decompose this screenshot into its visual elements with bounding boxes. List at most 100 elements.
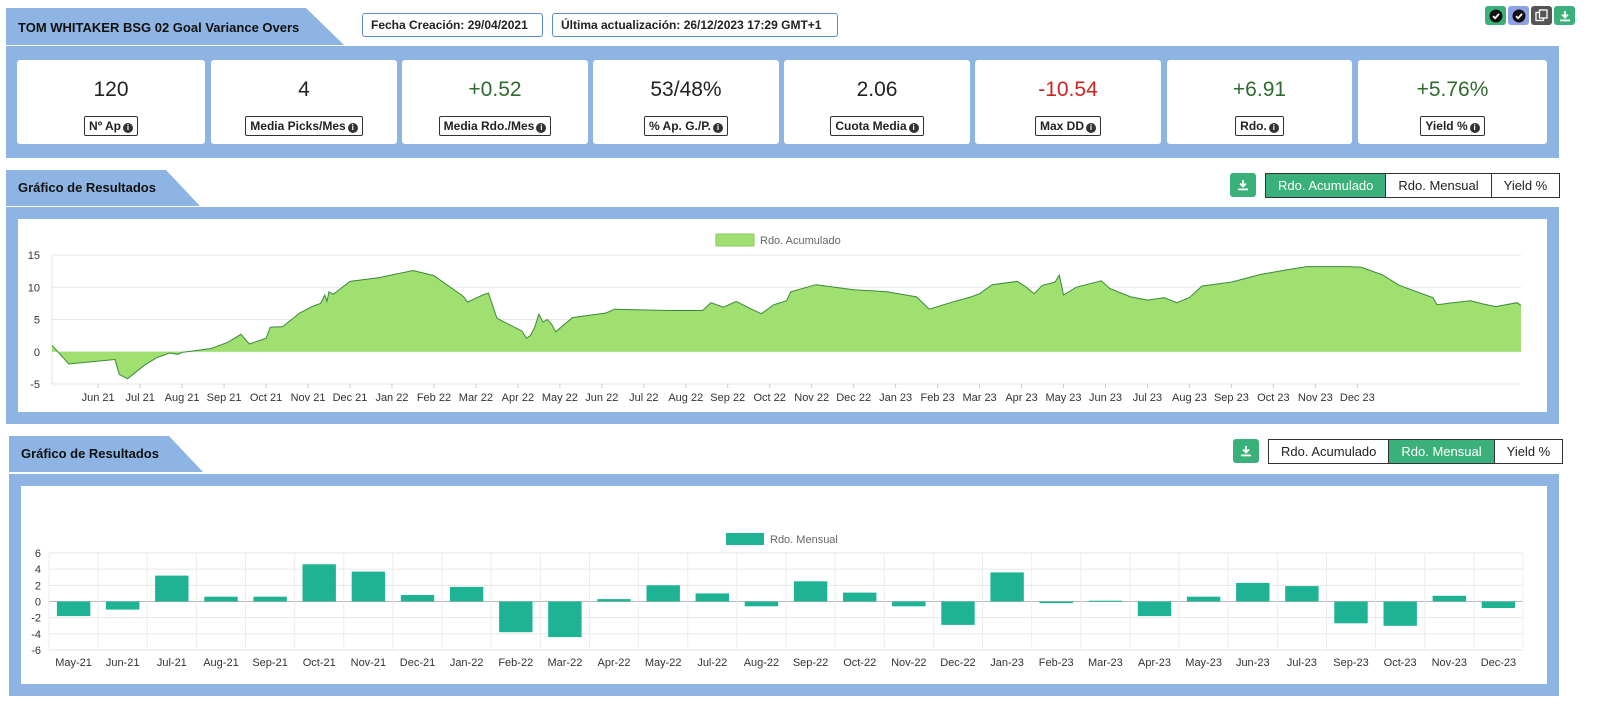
stats-panel: 120 Nº Ap i 4 Media Picks/Mes i +0.52 Media Rdo… bbox=[6, 46, 1559, 158]
stat-card: 120 Nº Ap i bbox=[17, 60, 205, 144]
tab-yield-2[interactable]: Yield % bbox=[1494, 440, 1563, 463]
bar bbox=[449, 586, 484, 602]
stat-label: Cuota Media i bbox=[830, 116, 924, 136]
bar bbox=[253, 596, 287, 602]
legend-label: Rdo. Mensual bbox=[770, 534, 838, 546]
section-title-monthly: Gráfico de Resultados bbox=[9, 436, 203, 472]
x-tick-label: Dec 21 bbox=[333, 392, 368, 404]
bar bbox=[695, 593, 729, 602]
stat-card: +0.52 Media Rdo./Mes i bbox=[402, 60, 588, 144]
tab-rdo-acumulado-2[interactable]: Rdo. Acumulado bbox=[1269, 440, 1390, 463]
bar bbox=[400, 595, 435, 602]
y-tick-label: 5 bbox=[34, 315, 40, 327]
bar bbox=[1236, 582, 1270, 602]
stat-card: +6.91 Rdo. i bbox=[1167, 60, 1352, 144]
bar bbox=[990, 572, 1024, 602]
info-icon[interactable]: i bbox=[908, 123, 919, 133]
x-tick-label: Jul 22 bbox=[629, 392, 658, 404]
section-title-cumulative: Gráfico de Resultados bbox=[6, 170, 200, 206]
y-tick-label: -5 bbox=[30, 379, 40, 391]
bar bbox=[793, 581, 828, 602]
x-tick-label: Sep-23 bbox=[1333, 657, 1368, 669]
x-tick-label: May-23 bbox=[1185, 657, 1222, 669]
info-icon[interactable]: i bbox=[347, 123, 358, 133]
x-tick-label: Feb-23 bbox=[1039, 657, 1074, 669]
bar bbox=[1137, 601, 1172, 617]
info-icon[interactable]: i bbox=[1086, 123, 1096, 133]
stat-value: 4 bbox=[298, 78, 310, 101]
bar bbox=[1334, 601, 1368, 624]
creation-date: Fecha Creación: 29/04/2021 bbox=[362, 13, 543, 37]
x-tick-label: Aug 22 bbox=[668, 392, 703, 404]
x-tick-label: Nov-23 bbox=[1432, 657, 1467, 669]
x-tick-label: Apr-23 bbox=[1138, 657, 1171, 669]
x-tick-label: Aug-22 bbox=[744, 657, 779, 669]
x-tick-label: Nov-21 bbox=[351, 657, 386, 669]
stat-card: +5.76% Yield % i bbox=[1358, 60, 1547, 144]
download-icon[interactable] bbox=[1554, 6, 1575, 25]
chart-mode-tabs-2: Rdo. Acumulado Rdo. Mensual Yield % bbox=[1268, 439, 1564, 464]
monthly-chart-panel: Rdo. Mensual -6 -4 -2 0 2 4 6 May-21 Jun-21 Jul-21… bbox=[9, 474, 1559, 696]
info-icon[interactable]: i bbox=[1268, 123, 1279, 133]
x-tick-label: Nov 23 bbox=[1298, 392, 1333, 404]
x-tick-label: Aug 23 bbox=[1172, 392, 1207, 404]
info-icon[interactable]: i bbox=[536, 123, 547, 133]
x-tick-label: Jun-23 bbox=[1236, 657, 1270, 669]
stat-card: -10.54 Max DD i bbox=[975, 60, 1161, 144]
stat-label-text: Max DD bbox=[1039, 119, 1084, 133]
y-tick-label: 0 bbox=[35, 597, 41, 609]
y-tick-label: 4 bbox=[35, 564, 41, 576]
x-tick-label: Nov-22 bbox=[891, 657, 926, 669]
x-tick-label: Feb 22 bbox=[417, 392, 451, 404]
x-tick-label: Jun 21 bbox=[82, 392, 115, 404]
chart-legend: Rdo. Acumulado bbox=[715, 233, 841, 247]
bar bbox=[744, 601, 779, 607]
bar bbox=[106, 601, 140, 610]
tab-rdo-acumulado[interactable]: Rdo. Acumulado bbox=[1266, 174, 1387, 197]
legend-label: Rdo. Acumulado bbox=[760, 235, 841, 247]
x-tick-label: Jul 21 bbox=[125, 392, 154, 404]
x-tick-label: Jan-22 bbox=[450, 657, 484, 669]
x-tick-label: May 22 bbox=[542, 392, 578, 404]
bar bbox=[499, 601, 533, 633]
stat-value: 120 bbox=[93, 78, 129, 101]
info-icon[interactable]: i bbox=[713, 123, 723, 133]
stat-label: % Ap. G./P. i bbox=[643, 116, 728, 136]
download-chart-button-2[interactable] bbox=[1233, 439, 1259, 463]
x-tick-label: Jul 23 bbox=[1133, 392, 1162, 404]
x-tick-label: Jan-23 bbox=[990, 657, 1024, 669]
x-tick-label: Apr 23 bbox=[1005, 392, 1037, 404]
x-tick-label: Jul-21 bbox=[157, 657, 187, 669]
bar bbox=[892, 601, 926, 607]
bar bbox=[1186, 596, 1221, 602]
bar bbox=[1383, 601, 1417, 626]
info-icon[interactable]: i bbox=[1469, 123, 1480, 133]
check-icon[interactable] bbox=[1485, 6, 1506, 25]
stat-label-text: Cuota Media bbox=[835, 119, 907, 133]
cumulative-chart-panel: Rdo. Acumulado -5 0 5 10 15 Jun 21 Jul 21 Aug 21… bbox=[6, 207, 1559, 424]
stat-label-text: Rdo. bbox=[1240, 119, 1267, 133]
copy-icon[interactable] bbox=[1531, 6, 1552, 25]
bar bbox=[597, 599, 631, 602]
x-tick-label: Dec 23 bbox=[1340, 392, 1375, 404]
stat-value: 2.06 bbox=[856, 78, 898, 101]
x-tick-label: Jun 22 bbox=[585, 392, 618, 404]
tab-rdo-mensual-2[interactable]: Rdo. Mensual bbox=[1389, 440, 1495, 463]
download-chart-button[interactable] bbox=[1230, 173, 1256, 197]
x-tick-label: May-22 bbox=[645, 657, 682, 669]
x-tick-label: May-21 bbox=[55, 657, 92, 669]
x-tick-label: Sep 22 bbox=[710, 392, 745, 404]
x-tick-label: Feb-22 bbox=[498, 657, 533, 669]
tab-rdo-mensual[interactable]: Rdo. Mensual bbox=[1386, 174, 1492, 197]
x-tick-label: Jan 23 bbox=[879, 392, 912, 404]
bar bbox=[1285, 586, 1319, 602]
stat-label-text: Media Rdo./Mes bbox=[443, 119, 535, 133]
x-tick-label: Sep 23 bbox=[1214, 392, 1249, 404]
x-tick-label: Feb 23 bbox=[920, 392, 954, 404]
tab-yield[interactable]: Yield % bbox=[1491, 174, 1560, 197]
verified-check-icon[interactable] bbox=[1508, 6, 1529, 25]
stat-label: Max DD i bbox=[1034, 116, 1101, 136]
x-tick-label: Sep-22 bbox=[793, 657, 828, 669]
bar bbox=[1432, 595, 1466, 602]
info-icon[interactable]: i bbox=[122, 123, 133, 133]
